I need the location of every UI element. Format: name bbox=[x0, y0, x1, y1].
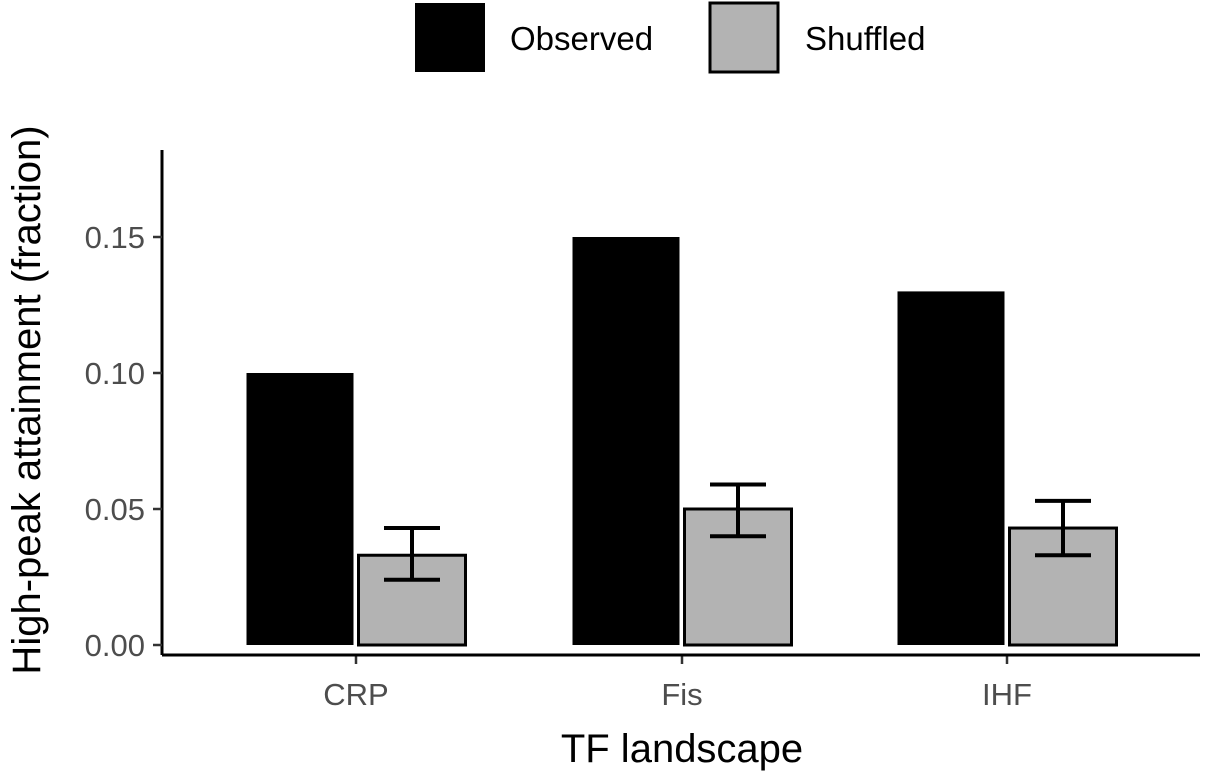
y-axis-title: High-peak attainment (fraction) bbox=[5, 125, 49, 674]
legend-label-observed: Observed bbox=[510, 20, 653, 57]
y-tick-label-3: 0.15 bbox=[85, 220, 145, 255]
x-axis-title: TF landscape bbox=[561, 727, 803, 771]
axes: CRP Fis IHF 0.00 0.05 0.10 0.15 bbox=[85, 150, 1200, 712]
bars bbox=[246, 237, 1118, 647]
x-tick-label-crp: CRP bbox=[323, 677, 388, 712]
legend-label-shuffled: Shuffled bbox=[805, 20, 926, 57]
x-tick-label-ihf: IHF bbox=[982, 677, 1032, 712]
y-tick-label-1: 0.05 bbox=[85, 492, 145, 527]
bar-observed-ihf bbox=[897, 291, 1005, 645]
bar-observed-crp bbox=[246, 373, 354, 645]
error-bars bbox=[384, 482, 1091, 582]
legend: Observed Shuffled bbox=[415, 1, 926, 74]
legend-key-shuffled bbox=[708, 1, 780, 74]
legend-key-observed bbox=[415, 3, 485, 72]
y-tick-label-0: 0.00 bbox=[85, 628, 145, 663]
y-tick-label-2: 0.10 bbox=[85, 356, 145, 391]
bar-observed-fis bbox=[572, 237, 680, 645]
x-tick-label-fis: Fis bbox=[661, 677, 702, 712]
